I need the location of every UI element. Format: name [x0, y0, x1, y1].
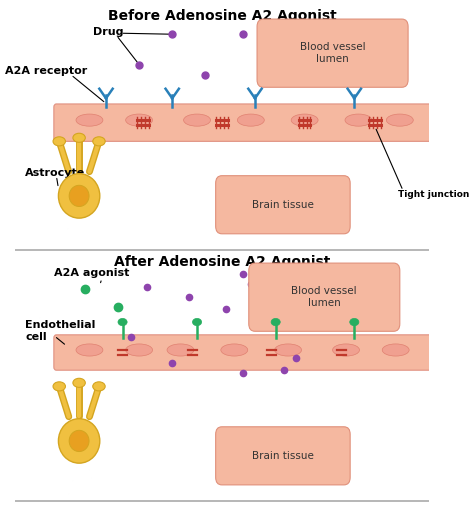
Ellipse shape: [221, 344, 248, 356]
Ellipse shape: [58, 174, 100, 218]
Ellipse shape: [53, 137, 65, 146]
Text: Brain tissue: Brain tissue: [252, 451, 314, 461]
Ellipse shape: [237, 114, 264, 126]
Ellipse shape: [126, 114, 153, 126]
Ellipse shape: [69, 185, 89, 207]
Ellipse shape: [291, 114, 318, 126]
FancyBboxPatch shape: [54, 104, 431, 141]
Ellipse shape: [69, 430, 89, 452]
Ellipse shape: [333, 344, 359, 356]
Ellipse shape: [183, 114, 210, 126]
Ellipse shape: [73, 133, 85, 142]
Text: Before Adenosine A2 Agonist: Before Adenosine A2 Agonist: [108, 9, 336, 23]
Text: Astrocyte: Astrocyte: [25, 168, 86, 178]
Text: After Adenosine A2 Agonist: After Adenosine A2 Agonist: [114, 255, 330, 269]
Ellipse shape: [345, 114, 372, 126]
Ellipse shape: [53, 382, 65, 391]
Ellipse shape: [73, 378, 85, 388]
FancyBboxPatch shape: [54, 335, 431, 370]
Ellipse shape: [118, 319, 127, 326]
Ellipse shape: [350, 319, 359, 326]
Text: Brain tissue: Brain tissue: [252, 200, 314, 210]
FancyBboxPatch shape: [216, 176, 350, 234]
Ellipse shape: [93, 382, 105, 391]
Ellipse shape: [76, 114, 103, 126]
FancyBboxPatch shape: [257, 19, 408, 87]
Ellipse shape: [271, 319, 280, 326]
Text: Blood vessel
lumen: Blood vessel lumen: [292, 287, 357, 308]
Ellipse shape: [274, 344, 301, 356]
Text: A2A agonist: A2A agonist: [54, 268, 129, 278]
Ellipse shape: [126, 344, 153, 356]
FancyBboxPatch shape: [216, 427, 350, 485]
Ellipse shape: [58, 419, 100, 463]
Ellipse shape: [167, 344, 194, 356]
Ellipse shape: [93, 137, 105, 146]
Ellipse shape: [76, 344, 103, 356]
Ellipse shape: [382, 344, 409, 356]
Ellipse shape: [192, 319, 201, 326]
Text: A2A receptor: A2A receptor: [5, 66, 87, 76]
Ellipse shape: [386, 114, 413, 126]
Text: Blood vessel
lumen: Blood vessel lumen: [300, 42, 365, 64]
Text: Drug: Drug: [93, 27, 123, 37]
Text: Tight junction: Tight junction: [398, 190, 469, 199]
Text: Endothelial
cell: Endothelial cell: [25, 320, 96, 341]
FancyBboxPatch shape: [249, 263, 400, 331]
